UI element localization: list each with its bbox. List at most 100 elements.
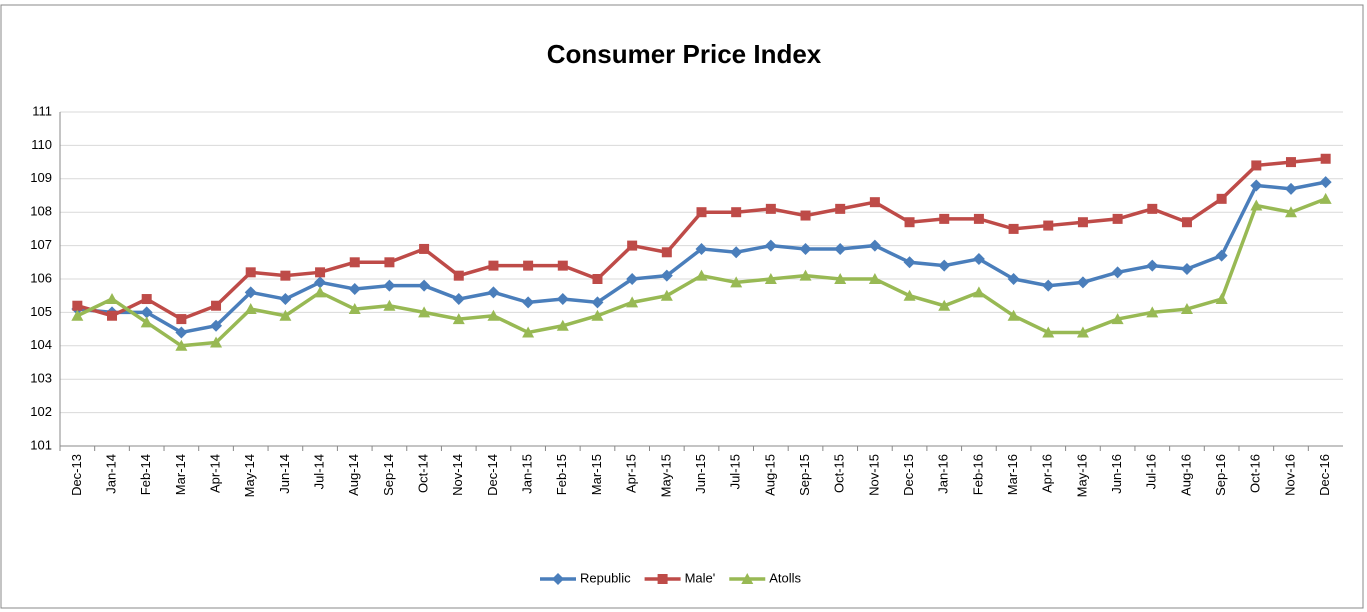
x-tick-label: Sep-15 [797,454,812,496]
data-point [939,213,950,224]
y-tick-label: 111 [32,103,52,118]
x-tick-label: Aug-15 [762,454,777,496]
data-point [730,246,743,259]
data-point [1007,309,1020,321]
x-tick-label: Aug-14 [346,454,361,496]
y-tick-label: 107 [30,237,52,252]
data-point [592,274,603,284]
data-point [1112,213,1123,224]
data-point [453,270,464,281]
x-tick-label: Nov-16 [1282,454,1297,496]
x-tick-label: Sep-16 [1213,454,1228,496]
data-point [487,309,500,321]
data-point [1042,326,1055,338]
data-point [383,299,396,311]
data-point [1077,217,1088,228]
data-point [348,303,361,315]
y-tick-label: 105 [30,304,52,319]
data-point [1250,199,1263,211]
x-tick-label: Aug-16 [1178,454,1193,496]
x-tick-label: Dec-14 [485,454,500,496]
y-tick-label: 102 [30,404,52,419]
data-point [210,319,223,332]
x-tick-label: Apr-14 [207,454,222,493]
data-point [1181,217,1192,228]
x-tick-label: Mar-14 [173,454,188,495]
data-point [1008,223,1019,234]
data-point [1319,176,1332,189]
data-point [244,303,257,315]
data-point [799,269,812,281]
data-point [1284,206,1297,218]
data-point [1180,303,1193,315]
data-point [244,286,257,299]
data-point [1284,182,1297,195]
chart-title: Consumer Price Index [547,39,822,69]
x-tick-label: Feb-14 [138,454,153,495]
data-point [1250,179,1263,192]
x-tick-label: Jan-15 [520,454,535,494]
x-tick-label: Nov-15 [866,454,881,496]
data-point [765,203,776,214]
data-point [348,283,361,296]
x-tick-label: Jun-16 [1109,454,1124,494]
data-point [731,207,742,218]
data-point [175,339,188,351]
data-point [107,310,118,321]
data-point [210,336,223,348]
data-point [522,326,535,338]
data-point [695,269,708,281]
data-point [1215,293,1228,305]
x-tick-label: Jul-14 [312,454,327,489]
data-point [869,197,880,208]
x-tick-label: Jul-15 [728,454,743,489]
data-point [452,293,465,306]
data-point [904,217,915,228]
data-point [383,279,396,292]
data-point [384,257,395,268]
data-point [1216,193,1227,204]
y-tick-label: 103 [30,371,52,386]
data-point [835,203,846,214]
data-point [1076,276,1089,289]
data-point [1007,273,1020,285]
x-tick-label: Mar-15 [589,454,604,495]
data-point [419,243,430,254]
data-point [903,256,916,269]
data-point [71,309,84,321]
data-point [1147,203,1158,214]
x-tick-label: Jun-15 [693,454,708,494]
y-tick-label: 106 [30,270,52,285]
data-point [314,276,327,289]
x-tick-label: Oct-14 [416,454,431,493]
data-point [349,257,360,268]
data-point [660,269,673,282]
data-point [695,242,708,255]
data-point [488,260,499,271]
x-tick-label: Nov-14 [450,454,465,496]
data-point [626,273,639,285]
data-point [72,300,83,311]
data-point [211,300,222,311]
data-point [1042,279,1055,292]
data-point [800,210,811,221]
data-point [141,294,152,305]
data-point [314,286,327,298]
x-tick-label: Sep-14 [381,454,396,496]
y-tick-label: 101 [30,437,52,452]
data-point [175,326,188,339]
chart-border [0,4,1364,609]
data-point [972,286,985,298]
data-point [140,306,153,319]
x-tick-label: Feb-15 [554,454,569,495]
data-point [1285,157,1296,168]
x-tick-label: Jan-14 [103,454,118,494]
y-tick-label: 104 [30,337,52,352]
data-point [1180,262,1193,275]
data-point [279,293,292,306]
data-point [522,296,535,309]
data-point [764,239,777,252]
data-point [973,213,984,224]
data-point [1111,266,1124,279]
